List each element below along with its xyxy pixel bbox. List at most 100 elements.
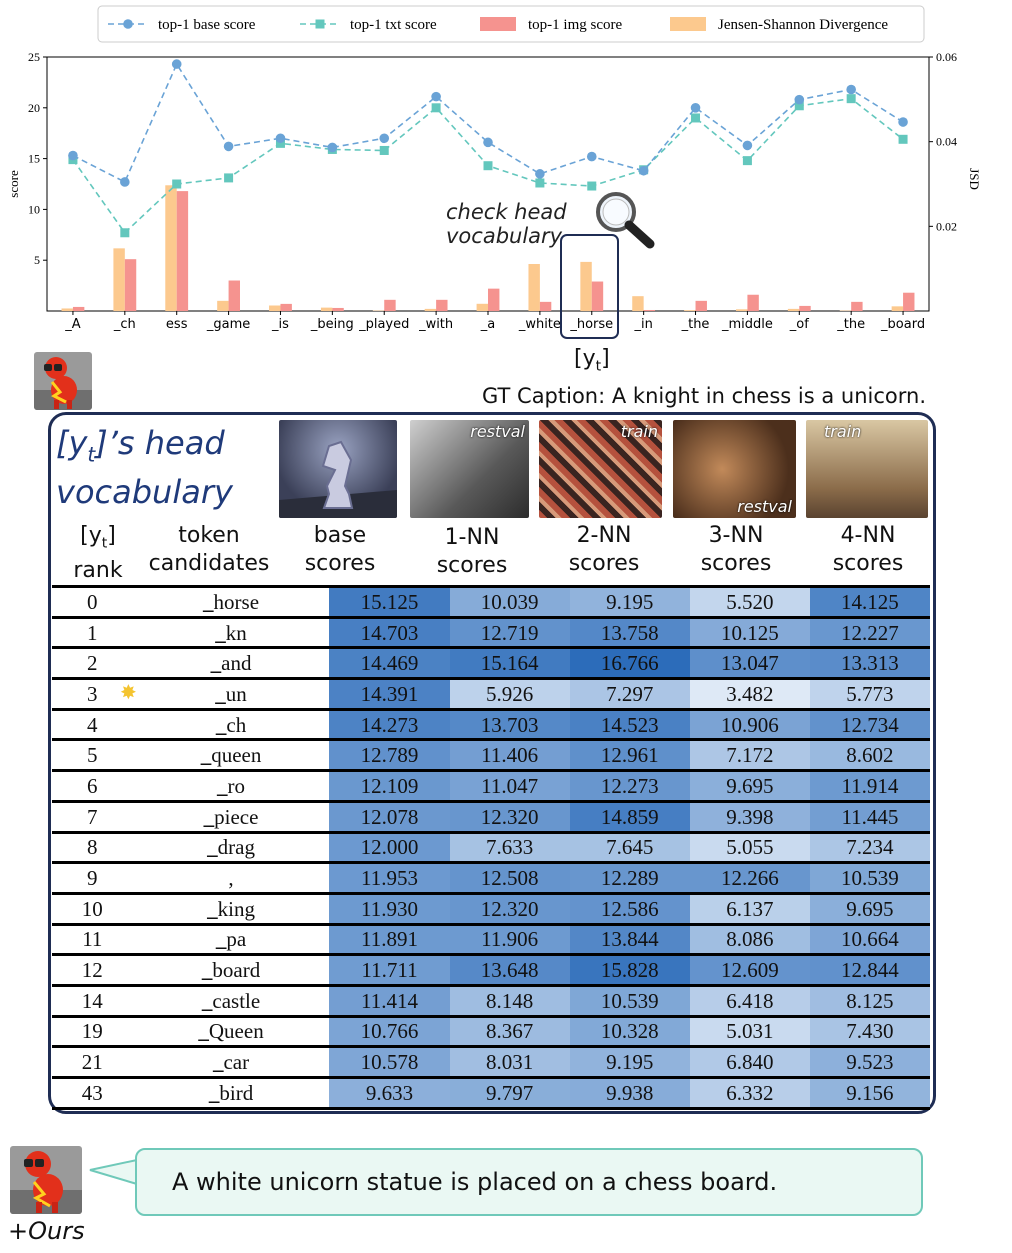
y2-axis-label: JSD	[967, 168, 982, 190]
x-tick-label-6: _played	[358, 317, 409, 332]
nn2-split-label: train	[620, 422, 658, 441]
score-cell-1: 11.406	[449, 739, 570, 773]
score-cell-1: 11.906	[449, 924, 570, 957]
score-cell-1: 5.926	[449, 678, 570, 711]
score-table: 0 _horse 15.125 10.039 9.195 5.520 14.125 1 _kn 1…	[52, 585, 930, 1110]
score-cell-1: 13.648	[449, 954, 570, 987]
table-row: 21 _car 10.578 8.031 9.195 6.840 9.523	[52, 1046, 930, 1079]
txt-score-point-3	[224, 173, 234, 183]
score-cell-2: 12.961	[569, 739, 690, 773]
score-cell-2: 9.195	[569, 1046, 690, 1079]
jsd-bar-9	[528, 264, 540, 311]
head-vocabulary-panel	[48, 412, 936, 1114]
y2-tick-label: 0.02	[936, 219, 957, 233]
token-space-marker: _	[200, 743, 212, 768]
score-cell-0: 10.766	[329, 1016, 450, 1049]
token-text: ch	[226, 712, 247, 737]
jsd-bar-3	[217, 300, 229, 311]
score-cell-3: 6.418	[689, 985, 810, 1018]
token-space-marker: _	[207, 896, 218, 921]
table-row: 1 _kn 14.703 12.719 13.758 10.125 12.227	[52, 617, 930, 650]
img-score-bar-8	[488, 288, 500, 311]
score-cell-4: 12.734	[809, 709, 930, 742]
nn1-image-thumbnail: restval	[410, 420, 529, 518]
token-space-marker: _	[208, 1080, 220, 1105]
img-score-bar-1	[124, 259, 137, 311]
score-cell-0: 11.711	[329, 954, 450, 987]
score-cell-4: 12.844	[809, 954, 930, 987]
rank-cell: 0	[52, 585, 133, 619]
header-rank: [yt] rank	[73, 523, 123, 584]
score-cell-2: 12.273	[569, 770, 690, 803]
txt-score-point-15	[846, 94, 856, 104]
score-cell-1: 8.031	[449, 1046, 570, 1079]
panel-title: [yt]’s head vocabulary	[56, 424, 233, 512]
ours-caption-text: A white unicorn statue is placed on a ch…	[172, 1168, 778, 1196]
rank-cell: 7	[52, 801, 133, 834]
chess-knight-icon	[279, 440, 397, 518]
y-tick-label: 20	[28, 101, 40, 115]
rank-cell: 12	[52, 954, 133, 987]
yt-label: [yt]	[574, 346, 610, 375]
base-score-point-10	[586, 151, 597, 162]
token-cell: _bird	[132, 1077, 330, 1110]
star-icon: ✸	[120, 682, 137, 705]
x-tick-label-13: _middle	[721, 317, 773, 332]
header-nn4: 4-NN scores	[832, 523, 904, 576]
rank-cell: 4	[52, 709, 133, 742]
x-tick-label-2: ess	[166, 317, 188, 332]
jsd-bar-0	[61, 308, 73, 311]
table-row: 5 _queen 12.789 11.406 12.961 7.172 8.602	[52, 739, 930, 773]
score-cell-0: 14.273	[329, 709, 450, 742]
x-tick-label-0: _A	[64, 317, 81, 332]
token-text: car	[223, 1050, 250, 1075]
table-row: 19 _Queen 10.766 8.367 10.328 5.031 7.430	[52, 1016, 930, 1049]
score-cell-2: 13.758	[569, 617, 690, 650]
token-text: bird	[219, 1080, 254, 1105]
x-tick-label-16: _board	[880, 317, 925, 332]
legend-swatch-2	[480, 17, 516, 31]
token-cell: _pa	[132, 924, 330, 957]
token-space-marker: _	[210, 651, 222, 676]
img-score-bar-2	[176, 191, 189, 311]
base-score-point-6	[379, 133, 390, 144]
token-space-marker: _	[203, 589, 214, 614]
table-row: 3 ✸ _un 14.391 5.926 7.297 3.482 5.773	[52, 678, 930, 711]
token-text: queen	[211, 743, 262, 768]
score-cell-3: 10.906	[689, 709, 810, 742]
txt-score-point-7	[431, 103, 441, 113]
token-cell: _castle	[132, 985, 330, 1018]
token-cell: _king	[132, 893, 330, 926]
nn3-split-label: restval	[737, 497, 792, 516]
txt-score-point-14	[794, 101, 804, 111]
score-cell-3: 6.332	[689, 1077, 810, 1110]
token-space-marker: _	[215, 620, 226, 645]
score-jsd-chart: top-1 base score top-1 txt score top-1 img…	[6, 5, 982, 339]
img-score-bar-5	[332, 307, 344, 311]
score-cell-1: 9.797	[449, 1077, 570, 1110]
score-cell-2: 7.297	[569, 678, 690, 711]
token-space-marker: _	[203, 804, 215, 829]
base-score-point-13	[742, 140, 753, 151]
score-cell-2: 14.859	[569, 801, 690, 834]
rank-cell: 9	[52, 862, 133, 895]
token-space-marker: _	[215, 681, 226, 706]
y2-tick-label: 0.04	[936, 135, 957, 149]
jsd-bar-2	[165, 185, 177, 311]
score-cell-0: 15.125	[329, 585, 450, 619]
score-cell-1: 15.164	[449, 647, 570, 681]
table-row: 43 _bird 9.633 9.797 9.938 6.332 9.156	[52, 1077, 930, 1110]
base-score-point-16	[898, 117, 908, 127]
img-score-bar-11	[643, 309, 656, 311]
img-score-bar-12	[695, 300, 707, 311]
x-tick-label-1: _ch	[113, 317, 136, 332]
txt-score-point-10	[587, 181, 597, 191]
score-cell-4: 8.125	[809, 985, 930, 1018]
img-score-bar-16	[903, 292, 915, 311]
table-row: 4 _ch 14.273 13.703 14.523 10.906 12.734	[52, 709, 930, 742]
jsd-bar-5	[320, 307, 333, 311]
y-tick-label: 25	[28, 50, 40, 64]
base-score-point-12	[690, 103, 701, 113]
legend-label-0: top-1 base score	[158, 17, 256, 33]
token-cell: _queen	[132, 739, 330, 773]
